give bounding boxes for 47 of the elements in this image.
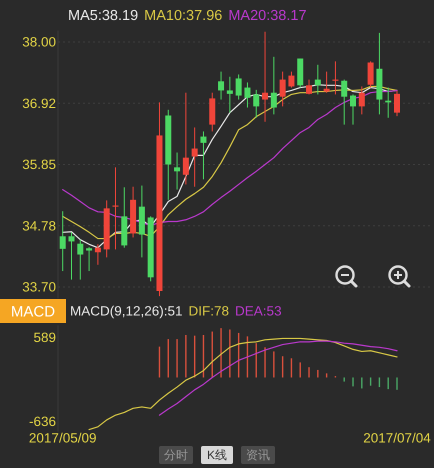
candlestick — [385, 87, 392, 118]
candlestick — [394, 90, 400, 117]
candlestick — [200, 130, 206, 180]
candlestick — [60, 210, 66, 272]
x-tick-label: 2017/05/09 — [28, 430, 96, 446]
candlestick — [244, 82, 250, 108]
y-tick-label: 34.78 — [22, 218, 56, 234]
candlestick — [218, 71, 224, 100]
candlestick — [94, 244, 101, 266]
series-label: DEA:53 — [235, 304, 282, 319]
y-tick-label: -636 — [28, 414, 56, 429]
y-tick-label: 36.92 — [22, 96, 56, 111]
candlestick — [77, 239, 84, 280]
candlestick — [306, 79, 312, 95]
candlestick — [314, 64, 321, 95]
text: 资讯 — [246, 448, 270, 462]
y-tick-label: 33.70 — [22, 280, 56, 295]
series-label: MACD(9,12,26):51 — [70, 304, 183, 319]
text: K线 — [206, 448, 228, 462]
x-tick-label: 2017/07/04 — [363, 430, 432, 446]
candlestick — [182, 92, 189, 185]
candlestick — [192, 126, 198, 188]
line-series — [158, 340, 398, 416]
candlestick — [324, 71, 330, 94]
series-label: DIF:78 — [188, 304, 230, 319]
candlestick — [262, 31, 268, 122]
y-tick-label: 35.85 — [22, 157, 56, 172]
candlestick — [253, 89, 260, 118]
candlestick — [270, 56, 277, 115]
text: 分时 — [164, 448, 188, 462]
candlestick — [358, 86, 365, 115]
candlestick — [288, 71, 294, 88]
candlestick — [280, 71, 286, 107]
candlestick — [226, 76, 233, 114]
candlestick — [341, 79, 348, 126]
candlestick — [174, 152, 180, 190]
chart-title: MACD — [10, 303, 56, 320]
line-series — [88, 338, 398, 430]
candlestick — [236, 74, 242, 100]
text: MA10:37.96 — [144, 8, 222, 24]
candlestick — [350, 94, 356, 126]
text: MA5:38.19 — [68, 8, 138, 24]
candlestick — [368, 60, 374, 88]
y-tick-label: 589 — [33, 330, 56, 345]
y-tick-label: 38.00 — [22, 34, 56, 50]
candlestick — [68, 232, 74, 280]
text: MA20:38.17 — [228, 8, 307, 24]
